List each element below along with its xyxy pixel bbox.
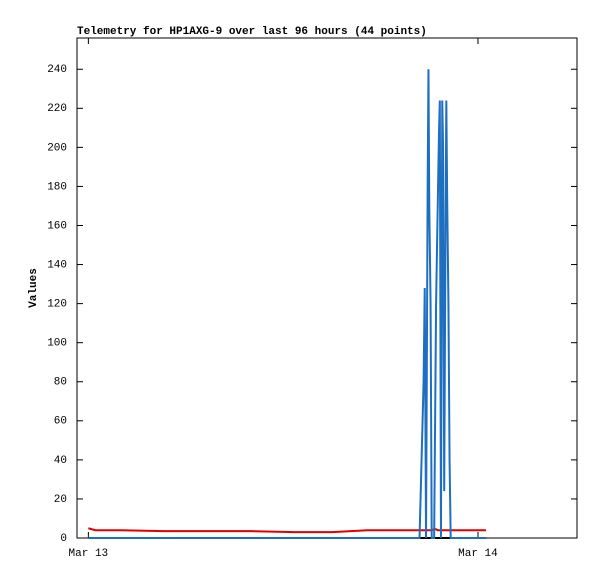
y-tick-label: 40 <box>54 455 67 467</box>
y-tick-label: 240 <box>47 64 67 76</box>
x-tick-label: Mar 13 <box>69 548 109 560</box>
y-tick-label: 60 <box>54 416 67 428</box>
y-tick-label: 220 <box>47 103 67 115</box>
series-line <box>88 69 487 539</box>
x-tick-label: Mar 14 <box>458 548 498 560</box>
y-axis-label: Values <box>28 268 40 308</box>
plot-frame <box>76 37 578 539</box>
y-tick-label: 20 <box>54 494 67 506</box>
y-tick-label: 180 <box>47 181 67 193</box>
y-tick-label: 160 <box>47 220 67 232</box>
y-tick-label: 100 <box>47 338 67 350</box>
y-tick-label: 200 <box>47 142 67 154</box>
chart-title: Telemetry for HP1AXG-9 over last 96 hour… <box>77 26 427 38</box>
series-line <box>88 527 487 534</box>
y-tick-label: 140 <box>47 259 67 271</box>
y-tick-label: 80 <box>54 377 67 389</box>
y-tick-label: 0 <box>60 533 67 545</box>
y-tick-label: 120 <box>47 299 67 311</box>
